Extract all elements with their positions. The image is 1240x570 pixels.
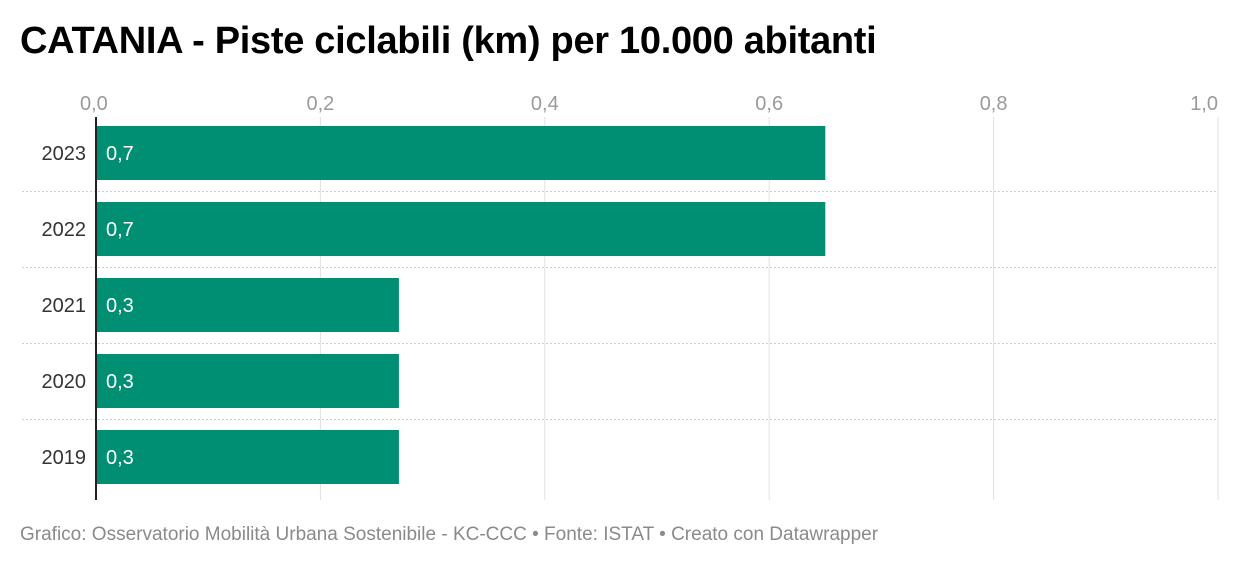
chart-footer: Grafico: Osservatorio Mobilità Urbana So… xyxy=(20,524,879,545)
data-label: 0,3 xyxy=(106,371,134,393)
category-label: 2020 xyxy=(42,371,87,393)
x-tick-label: 0,6 xyxy=(755,93,783,115)
x-tick-label: 0,0 xyxy=(80,93,108,115)
labels: 2023 0,7 2022 0,7 2021 0,3 2020 0,3 2019 0,3 xyxy=(42,143,134,469)
data-label: 0,7 xyxy=(106,219,134,241)
data-label: 0,7 xyxy=(106,143,134,165)
category-label: 2019 xyxy=(42,447,87,469)
x-tick-label: 0,2 xyxy=(306,93,334,115)
category-label: 2023 xyxy=(42,143,87,165)
bar-chart: 0,0 0,2 0,4 0,6 0,8 1,0 2023 0,7 2022 0,7 2021 0,3… xyxy=(22,93,1219,500)
row-separators xyxy=(22,191,1218,420)
chart-title: CATANIA - Piste ciclabili (km) per 10.00… xyxy=(20,20,877,62)
x-tick-label: 0,4 xyxy=(531,93,559,115)
category-label: 2022 xyxy=(42,219,87,241)
bar-2019 xyxy=(96,430,399,484)
data-label: 0,3 xyxy=(106,295,134,317)
data-label: 0,3 xyxy=(106,447,134,469)
x-tick-label: 0,8 xyxy=(980,93,1008,115)
bar-2022 xyxy=(96,202,826,256)
axis: 0,0 0,2 0,4 0,6 0,8 1,0 xyxy=(80,93,1218,500)
category-label: 2021 xyxy=(42,295,87,317)
bar-2020 xyxy=(96,354,399,408)
x-tick-label: 1,0 xyxy=(1190,93,1218,115)
bar-2021 xyxy=(96,278,399,332)
bars xyxy=(96,126,826,484)
bar-2023 xyxy=(96,126,826,180)
